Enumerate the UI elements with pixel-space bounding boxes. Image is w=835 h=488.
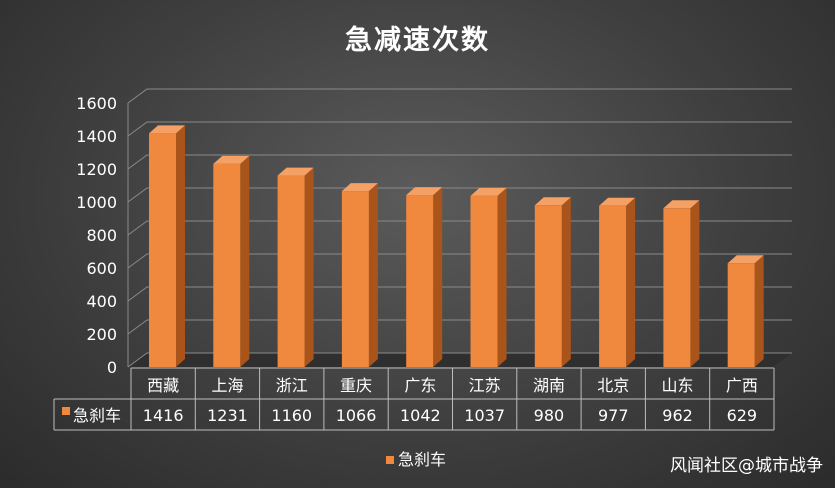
y-tick-label: 1600 — [76, 94, 117, 113]
bar-side — [304, 167, 314, 367]
x-tick-label: 北京 — [597, 376, 629, 395]
x-tick-label: 江苏 — [469, 376, 501, 395]
gridline — [127, 220, 792, 236]
data-label: 977 — [598, 406, 629, 425]
data-label: 980 — [534, 406, 565, 425]
data-label: 1042 — [400, 406, 441, 425]
data-label: 1160 — [271, 406, 312, 425]
bar-side — [368, 183, 378, 367]
data-label: 1066 — [336, 406, 377, 425]
data-label: 962 — [662, 406, 693, 425]
bar — [727, 263, 755, 367]
bar — [406, 195, 434, 367]
y-tick-label: 200 — [86, 325, 117, 344]
bar-top — [599, 197, 636, 206]
watermark: 风闻社区@城市战争 — [670, 456, 823, 476]
bar — [277, 175, 305, 367]
bar-side — [626, 197, 636, 367]
x-tick-label: 广西 — [726, 376, 758, 395]
bar — [341, 191, 369, 367]
bar-top — [406, 187, 443, 196]
y-tick-label: 800 — [86, 226, 117, 245]
gridline — [127, 154, 792, 170]
gridline — [127, 88, 792, 104]
x-tick-label: 广东 — [404, 376, 436, 395]
x-tick-label: 重庆 — [340, 376, 372, 395]
y-tick-label: 1400 — [76, 127, 117, 146]
data-label: 629 — [727, 406, 758, 425]
gridline — [127, 352, 792, 368]
bar — [470, 195, 498, 367]
bar — [534, 205, 562, 367]
bar-side — [176, 125, 185, 367]
gridline — [127, 187, 792, 203]
bar-top — [727, 255, 764, 264]
bar-top — [213, 155, 250, 164]
table-series-marker — [62, 407, 70, 415]
x-tick-label: 上海 — [211, 376, 243, 395]
x-tick-label: 西藏 — [147, 376, 179, 395]
gridline — [127, 253, 792, 269]
legend-label: 急刹车 — [398, 450, 446, 469]
bar-top — [341, 183, 378, 192]
bar-side — [433, 187, 443, 367]
bar-side — [690, 200, 700, 367]
y-tick-label: 600 — [86, 259, 117, 278]
bar — [149, 133, 176, 367]
gridline — [127, 121, 792, 137]
y-tick-label: 1000 — [76, 193, 117, 212]
y-tick-label: 400 — [86, 292, 117, 311]
data-label: 1037 — [464, 406, 505, 425]
gridline — [127, 286, 792, 302]
bar-top — [470, 187, 507, 196]
x-tick-label: 山东 — [662, 376, 694, 395]
data-label: 1231 — [207, 406, 248, 425]
bar — [599, 205, 627, 367]
bar — [663, 208, 691, 367]
legend-marker — [386, 456, 394, 464]
gridline — [127, 319, 792, 335]
y-tick-label: 1200 — [76, 160, 117, 179]
bar — [213, 163, 241, 367]
y-tick-label: 0 — [107, 358, 117, 377]
bar-side — [240, 155, 250, 367]
bar-top — [277, 167, 314, 176]
x-tick-label: 浙江 — [276, 376, 308, 395]
bar-side — [754, 255, 764, 367]
chart-title: 急减速次数 — [345, 25, 490, 56]
table-series-name: 急刹车 — [73, 406, 121, 425]
bar-side — [561, 197, 571, 367]
bar-top — [149, 125, 185, 134]
bar-top — [534, 197, 571, 206]
bar-side — [497, 187, 507, 367]
bar-top — [663, 200, 700, 209]
x-tick-label: 湖南 — [533, 376, 565, 395]
data-label: 1416 — [143, 406, 184, 425]
